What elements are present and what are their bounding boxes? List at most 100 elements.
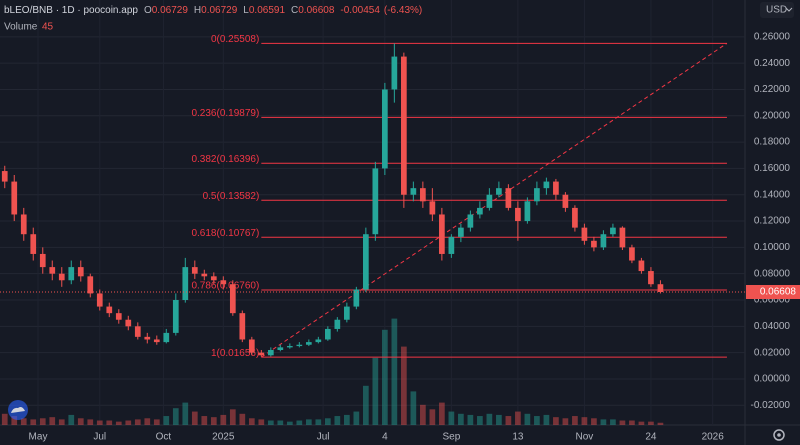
volume-bar <box>286 421 293 425</box>
volume-bar <box>401 346 407 425</box>
volume-bar <box>58 419 65 425</box>
symbol: bLEO/BNB · 1D · poocoin.app <box>4 5 138 16</box>
candle-body <box>562 194 569 208</box>
candle-body <box>448 236 455 254</box>
candle-body <box>591 240 597 248</box>
volume-bar <box>239 413 246 425</box>
fib-label: 0.236(0.19879) <box>191 108 259 119</box>
settings-icon[interactable] <box>773 429 785 441</box>
gear[interactable] <box>773 429 785 441</box>
volume-bar <box>362 385 369 425</box>
logo-icon <box>11 407 25 413</box>
candle-body <box>458 227 464 237</box>
volume-bar <box>267 420 274 425</box>
volume-pane <box>1 318 664 425</box>
currency[interactable]: USD <box>766 5 787 16</box>
candle-body <box>353 289 360 307</box>
candle-body <box>324 328 331 340</box>
candle-body <box>362 234 369 290</box>
candle-body <box>49 267 56 274</box>
volume-bar <box>600 419 607 425</box>
candle-body <box>524 201 531 222</box>
volume-bar <box>591 418 597 425</box>
x-tick-label: 2026 <box>702 432 725 443</box>
gear-center[interactable] <box>777 433 781 437</box>
last-price-label: 0.06608 <box>760 287 797 298</box>
ohlc-value: 0.06591 <box>249 5 286 16</box>
x-tick-label: Jul <box>317 432 330 443</box>
fib-label: 0.618(0.10767) <box>191 228 259 239</box>
volume-bar <box>572 416 578 425</box>
candle-body <box>220 280 227 285</box>
x-tick-label: Jul <box>93 432 106 443</box>
candle-body <box>39 253 46 268</box>
fib-label: 0.382(0.16396) <box>191 154 259 165</box>
x-tick-label: 4 <box>382 432 388 443</box>
candle-body <box>477 207 483 215</box>
volume-title: Volume <box>4 22 38 33</box>
ohlc-label: L <box>243 5 249 16</box>
volume-bar <box>77 418 84 425</box>
volume-bar <box>39 418 46 425</box>
y-tick-label: 0.06000 <box>754 295 791 306</box>
y-tick-label: 0.24000 <box>754 58 791 69</box>
volume-bar <box>638 421 645 425</box>
candle-body <box>572 207 578 228</box>
y-tick-label: 0.12000 <box>754 216 791 227</box>
volume-bar <box>315 419 322 425</box>
y-tick-label: 0.20000 <box>754 110 791 121</box>
volume-value: 45 <box>42 22 54 33</box>
volume-bar <box>153 419 160 425</box>
candle-body <box>534 188 540 202</box>
volume-bar <box>420 404 426 425</box>
candle-body <box>334 319 341 329</box>
volume-bar <box>477 416 483 425</box>
candle-body <box>77 267 84 277</box>
volume-bar <box>382 329 388 425</box>
y-tick-label: 0.08000 <box>754 268 791 279</box>
volume-bar <box>657 422 664 425</box>
volume-bar <box>20 418 27 425</box>
candle-body <box>144 336 151 340</box>
volume-bar <box>515 411 521 425</box>
candle-body <box>543 181 550 189</box>
volume-bar <box>562 418 569 425</box>
currency-button[interactable] <box>760 2 794 18</box>
candle-body <box>87 276 94 294</box>
volume-bar <box>220 414 227 425</box>
candle-body <box>1 171 8 182</box>
candle-body <box>201 273 208 277</box>
candle-body <box>619 227 626 248</box>
candles <box>1 43 664 357</box>
volume-bar <box>619 420 626 425</box>
volume-bar <box>467 414 474 425</box>
ohlc-value: 0.06608 <box>298 5 335 16</box>
candle-body <box>239 313 246 340</box>
dropdown-arrow[interactable] <box>785 7 793 12</box>
volume-bar <box>49 417 56 425</box>
volume-bar <box>343 414 350 425</box>
volume-bar <box>172 408 179 425</box>
candle-body <box>315 339 322 343</box>
candle-body <box>401 56 407 195</box>
candle-body <box>182 267 189 300</box>
axes: 0.26000 0.24000 0.22000 0.20000 0.18000 0.160… <box>0 31 800 443</box>
y-tick-label: 0.22000 <box>754 84 791 95</box>
volume-bar <box>448 411 455 425</box>
volume-bar <box>439 402 445 425</box>
y-tick-label: 0.18000 <box>754 137 791 148</box>
volume-bar <box>258 419 265 425</box>
candle-body <box>172 300 179 333</box>
y-tick-label: 0.04000 <box>754 321 791 332</box>
change-pct: (-6.43%) <box>384 5 422 16</box>
candle-body <box>496 188 502 195</box>
y-tick-label: 0.16000 <box>754 163 791 174</box>
volume-bar <box>553 417 559 425</box>
trendline <box>261 42 728 358</box>
candle-body <box>153 339 160 343</box>
volume-bar <box>277 420 284 425</box>
volume-bar <box>163 416 170 425</box>
candle-body <box>210 276 217 281</box>
candle-body <box>581 227 588 241</box>
